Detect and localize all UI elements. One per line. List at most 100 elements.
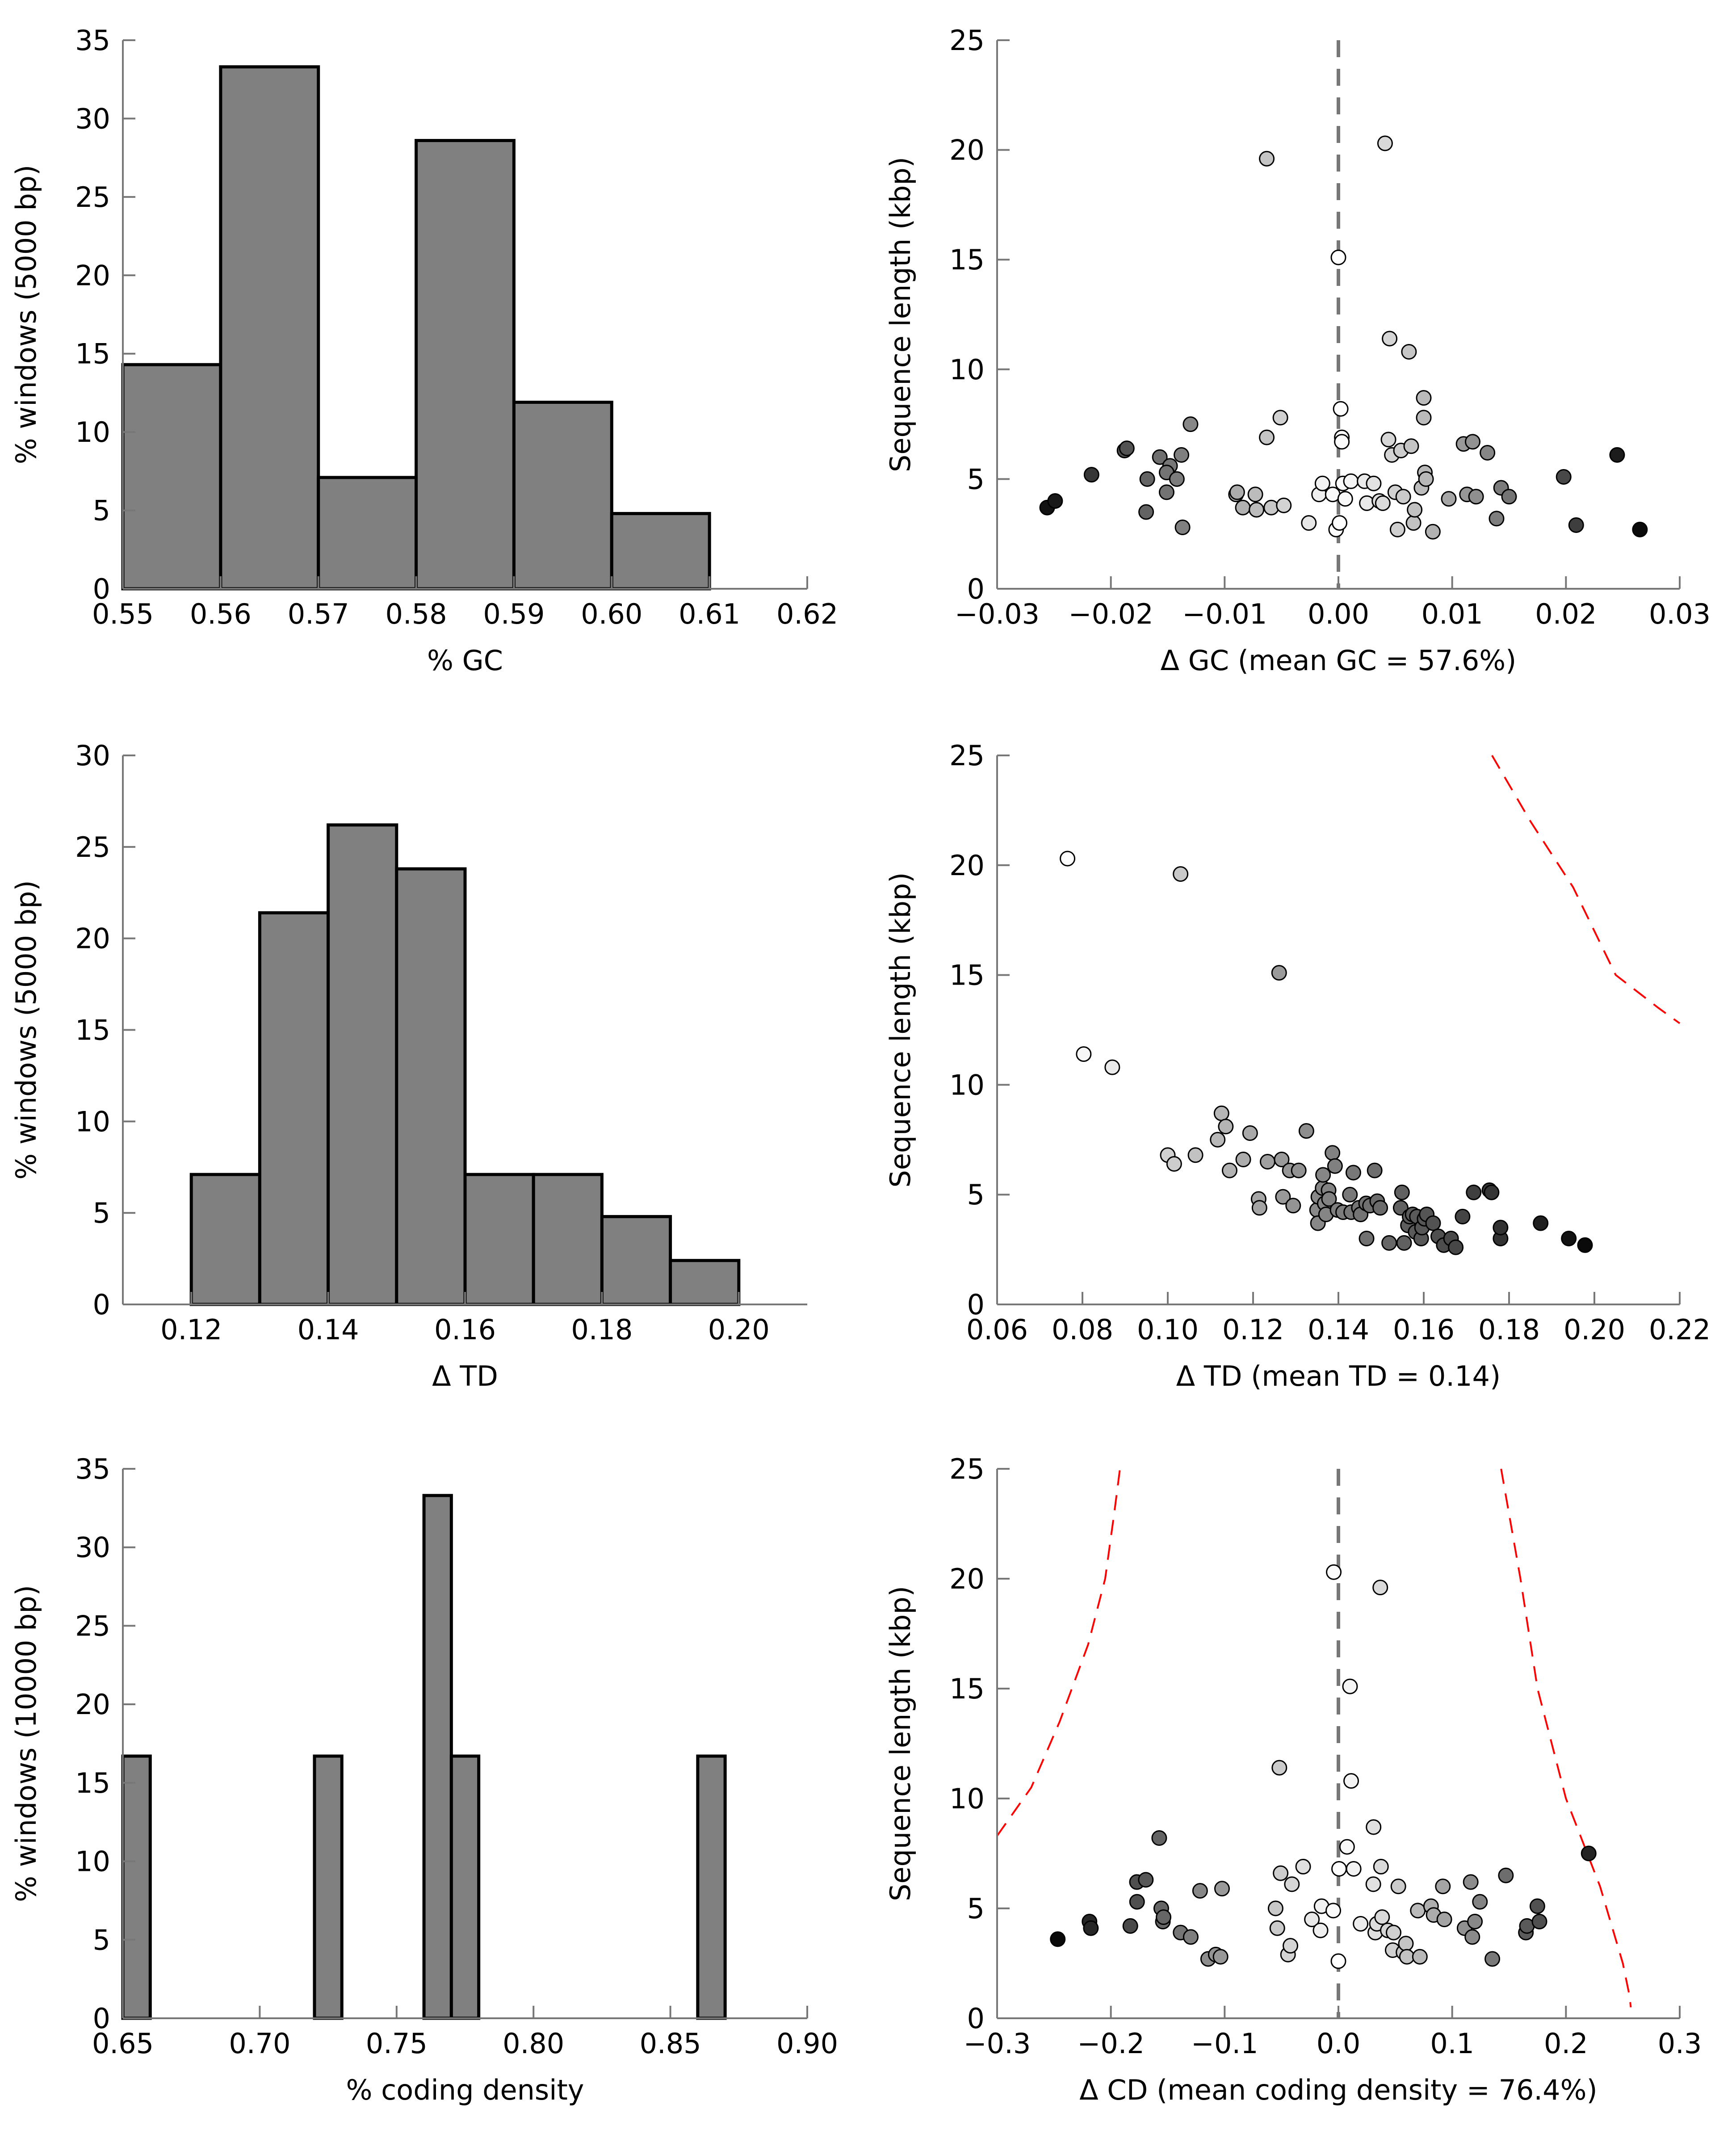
point-62 — [1472, 1894, 1488, 1910]
point-7 — [1151, 1830, 1167, 1846]
point-53 — [1405, 515, 1422, 531]
point-36 — [1342, 1186, 1358, 1203]
panel-scatter-cd: −0.3 −0.2 −0.1 0.0 0.1 0.2 0.3 0 5 10 15 20 25 Δ CD (… — [884, 1453, 1702, 2106]
y-tick-label: 15 — [75, 1767, 110, 1799]
point-47 — [1386, 1924, 1402, 1941]
y-tick-label: 25 — [949, 739, 985, 772]
point-25 — [1301, 515, 1317, 531]
y-tick-label: 10 — [75, 416, 110, 449]
point-22 — [1298, 1123, 1314, 1139]
point-52 — [1410, 1903, 1426, 1919]
point-27 — [1314, 475, 1330, 491]
x-tick-label: 0.06 — [966, 1313, 1028, 1346]
y-axis-title: % windows (5000 bp) — [10, 880, 42, 1179]
point-15 — [1259, 1153, 1275, 1170]
panel-hist-gc: 0.55 0.56 0.57 0.58 0.59 0.60 0.61 0.62 0 5 10 15 20… — [10, 24, 838, 677]
x-tick-label: 0.55 — [92, 598, 154, 630]
point-6 — [1138, 504, 1154, 520]
x-tick-label: 0.20 — [1564, 1313, 1625, 1346]
y-tick-label: 5 — [93, 495, 110, 527]
point-14 — [1182, 416, 1199, 432]
bar-4 — [696, 1754, 727, 2020]
x-tick-label: 0.10 — [1137, 1313, 1199, 1346]
y-tick-label: 0 — [967, 2002, 985, 2035]
point-9 — [1218, 1119, 1234, 1135]
point-32 — [1331, 1861, 1347, 1877]
bar-2 — [422, 1494, 453, 2020]
y-tick-label: 15 — [949, 1673, 985, 1705]
bar-3 — [415, 139, 516, 591]
point-39 — [1366, 1819, 1382, 1835]
point-2 — [1104, 1059, 1120, 1075]
point-66 — [1466, 1184, 1482, 1200]
y-tick-label: 25 — [949, 1453, 985, 1485]
bar-0 — [121, 1754, 152, 2020]
y-tick-label: 0 — [93, 1288, 110, 1321]
point-71 — [1533, 1215, 1549, 1231]
point-59 — [1418, 471, 1434, 487]
point-29 — [1325, 1903, 1342, 1919]
y-tick-label: 15 — [75, 1014, 110, 1047]
panel-hist-cd: 0.65 0.70 0.75 0.80 0.85 0.90 0 5 10 15 20 25 30 35 % … — [10, 1453, 838, 2106]
y-axis-title: Sequence length (kbp) — [884, 1586, 917, 1901]
x-tick-label: 0.22 — [1649, 1313, 1711, 1346]
x-tick-label: 0.56 — [190, 598, 252, 630]
point-53 — [1412, 1949, 1428, 1965]
y-tick-label: 0 — [93, 573, 110, 605]
point-19 — [1249, 502, 1265, 518]
point-69 — [1581, 1845, 1597, 1861]
point-60 — [1464, 1929, 1480, 1945]
point-7 — [1210, 1132, 1226, 1148]
point-72 — [1609, 447, 1625, 463]
point-21 — [1273, 1865, 1289, 1881]
point-0 — [1060, 851, 1076, 867]
point-24 — [1284, 1876, 1300, 1892]
point-17 — [1235, 499, 1251, 516]
point-56 — [1435, 1878, 1451, 1895]
x-tick-label: 0.60 — [581, 598, 642, 630]
x-tick-label: 0.12 — [160, 1313, 222, 1346]
point-16 — [1212, 1949, 1229, 1965]
point-34 — [1342, 1678, 1358, 1694]
x-tick-label: 0.14 — [298, 1313, 359, 1346]
point-50 — [1398, 1936, 1414, 1952]
panel-scatter-gc: −0.03 −0.02 −0.01 0.00 0.01 0.02 0.03 0 5 10 15 20 2… — [884, 24, 1711, 677]
point-49 — [1394, 1184, 1410, 1200]
x-tick-label: 0.00 — [1308, 598, 1369, 630]
x-tick-label: 0.18 — [571, 1313, 633, 1346]
x-tick-label: 0.61 — [679, 598, 740, 630]
point-65 — [1468, 489, 1484, 505]
point-5 — [1173, 866, 1189, 882]
point-5 — [1139, 471, 1155, 487]
x-tick-label: 0.02 — [1535, 598, 1597, 630]
bar-3 — [449, 1754, 481, 2020]
point-31 — [1332, 515, 1348, 531]
point-12 — [1174, 447, 1190, 463]
point-70 — [1493, 1220, 1509, 1236]
point-68 — [1484, 1184, 1500, 1200]
point-71 — [1568, 517, 1584, 533]
point-22 — [1263, 499, 1279, 516]
x-tick-label: 0.59 — [483, 598, 545, 630]
y-tick-label: 25 — [75, 831, 110, 864]
point-27 — [1312, 1922, 1329, 1938]
point-1 — [1047, 493, 1063, 509]
point-44 — [1367, 1162, 1383, 1178]
point-12 — [1242, 1125, 1258, 1141]
y-tick-label: 5 — [967, 463, 985, 495]
y-tick-label: 25 — [949, 24, 985, 57]
point-31 — [1330, 1953, 1346, 1969]
point-11 — [1169, 471, 1185, 487]
x-tick-label: 0.01 — [1422, 598, 1483, 630]
point-40 — [1366, 475, 1382, 491]
point-31 — [1321, 1191, 1337, 1207]
point-20 — [1271, 1760, 1287, 1776]
y-tick-label: 10 — [75, 1845, 110, 1878]
x-tick-label: 0.18 — [1478, 1313, 1540, 1346]
y-tick-label: 30 — [75, 1531, 110, 1564]
x-tick-label: −0.2 — [1077, 2027, 1145, 2060]
x-tick-label: −0.01 — [1182, 598, 1267, 630]
y-tick-label: 25 — [75, 1610, 110, 1642]
y-tick-label: 20 — [949, 1563, 985, 1595]
